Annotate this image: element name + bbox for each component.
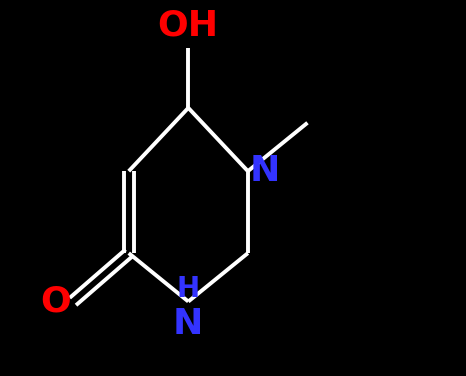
Text: O: O [40,285,71,318]
Text: N: N [250,154,280,188]
Text: N: N [173,307,204,341]
Text: H: H [177,275,200,303]
Text: OH: OH [158,9,219,43]
